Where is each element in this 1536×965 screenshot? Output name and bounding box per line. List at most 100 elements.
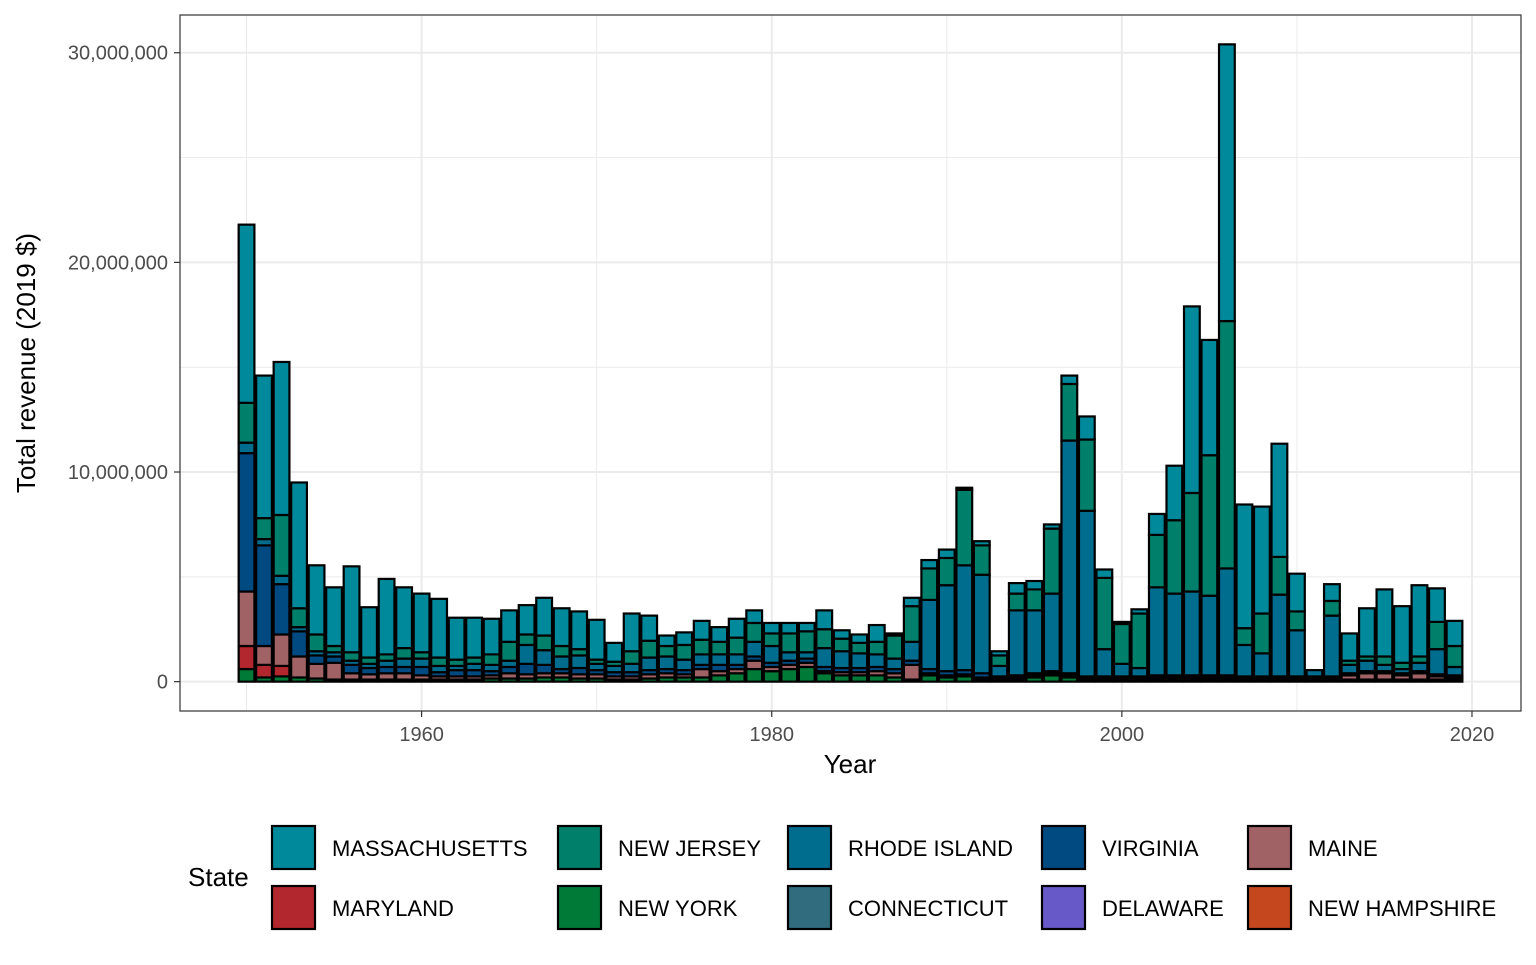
bar-new-jersey-1985	[850, 641, 869, 655]
bar-massachusetts-1982	[797, 621, 816, 633]
bar-massachusetts-1968	[552, 607, 571, 648]
legend-key-maine	[1246, 824, 1293, 871]
x-tick-label: 1980	[749, 724, 794, 746]
bar-massachusetts-2012	[1322, 583, 1341, 603]
bar-massachusetts-1969	[570, 610, 589, 651]
bar-new-jersey-2005	[1200, 454, 1219, 597]
bar-rhode-island-1952	[272, 574, 291, 586]
bar-new-jersey-1967	[535, 634, 554, 652]
bar-massachusetts-1979	[745, 609, 764, 625]
y-axis-title: Total revenue (2019 $)	[11, 233, 41, 493]
legend-label: NEW HAMPSHIRE	[1308, 896, 1496, 921]
bar-massachusetts-1972	[622, 612, 641, 653]
bar-new-jersey-2007	[1235, 627, 1254, 647]
bar-rhode-island-2012	[1322, 614, 1341, 678]
bar-rhode-island-2013	[1340, 663, 1359, 675]
bar-new-jersey-1965	[500, 640, 519, 662]
bar-rhode-island-1966	[517, 643, 536, 665]
bar-massachusetts-1999	[1095, 568, 1114, 579]
bar-new-york-1979	[745, 667, 764, 683]
bar-massachusetts-1984	[832, 629, 851, 640]
legend-key-virginia	[1040, 824, 1087, 871]
x-tick-label: 2020	[1450, 724, 1495, 746]
bar-new-jersey-2000	[1112, 622, 1131, 665]
bar-new-jersey-1999	[1095, 576, 1114, 651]
bar-new-jersey-1952	[272, 513, 291, 577]
bar-rhode-island-1988	[902, 640, 921, 662]
bar-massachusetts-1960	[412, 592, 431, 654]
bar-massachusetts-2016	[1392, 605, 1411, 664]
bar-massachusetts-1952	[272, 360, 291, 517]
bar-rhode-island-2003	[1165, 592, 1184, 677]
bar-massachusetts-1998	[1077, 415, 1096, 441]
bar-rhode-island-2018	[1427, 648, 1446, 676]
bar-maine-1979	[745, 659, 764, 671]
bar-massachusetts-1971	[605, 641, 624, 663]
bar-new-jersey-1982	[797, 630, 816, 654]
bar-rhode-island-1995	[1025, 609, 1044, 675]
bar-new-jersey-1998	[1077, 438, 1096, 512]
bar-rhode-island-1975	[675, 658, 694, 672]
bar-maine-1953	[290, 655, 309, 679]
bar-new-jersey-1974	[657, 644, 676, 658]
bar-massachusetts-2018	[1427, 587, 1446, 624]
bar-rhode-island-1973	[640, 656, 659, 672]
bar-rhode-island-1998	[1077, 509, 1096, 678]
bar-massachusetts-2010	[1287, 572, 1306, 613]
legend-label: MARYLAND	[332, 896, 454, 921]
bar-massachusetts-1954	[307, 564, 326, 636]
bar-massachusetts-1983	[815, 609, 834, 631]
bar-new-jersey-1978	[727, 636, 746, 656]
bar-new-york-1981	[780, 667, 799, 683]
bar-massachusetts-2000	[1112, 620, 1131, 626]
bar-rhode-island-1985	[850, 652, 869, 670]
bar-virginia-1953	[290, 630, 309, 658]
bar-massachusetts-1981	[780, 621, 799, 635]
bar-new-jersey-2008	[1252, 612, 1271, 655]
bar-rhode-island-1987	[885, 657, 904, 671]
bar-new-jersey-2015	[1375, 655, 1394, 666]
bar-rhode-island-1986	[867, 653, 886, 669]
bar-massachusetts-1993	[990, 650, 1009, 657]
bar-massachusetts-1970	[587, 618, 606, 661]
bar-massachusetts-2004	[1182, 305, 1201, 495]
bar-maine-1952	[272, 633, 291, 668]
bar-new-jersey-1980	[762, 632, 781, 648]
bar-maine-1951	[255, 644, 274, 666]
bar-rhode-island-1978	[727, 653, 746, 666]
bar-new-jersey-1972	[622, 650, 641, 665]
bar-rhode-island-1974	[657, 655, 676, 671]
bar-virginia-1960	[412, 665, 431, 677]
bar-new-jersey-1953	[290, 607, 309, 629]
bar-massachusetts-1967	[535, 596, 554, 637]
bar-new-jersey-1973	[640, 639, 659, 659]
bar-new-jersey-2019	[1445, 644, 1464, 669]
bar-massachusetts-2003	[1165, 464, 1184, 522]
bar-rhode-island-1950	[237, 441, 256, 455]
bar-rhode-island-2008	[1252, 652, 1271, 678]
legend-key-new-hampshire	[1246, 884, 1293, 931]
legend-key-delaware	[1040, 884, 1087, 931]
bar-rhode-island-2010	[1287, 629, 1306, 678]
bar-massachusetts-2008	[1252, 505, 1271, 615]
bar-rhode-island-2005	[1200, 594, 1219, 677]
y-tick-label: 10,000,000	[68, 462, 168, 484]
bar-new-jersey-2009	[1270, 555, 1289, 596]
legend-key-new-york	[556, 884, 603, 931]
bar-maryland-1951	[255, 663, 274, 679]
bar-rhode-island-1977	[710, 653, 729, 666]
bar-massachusetts-1950	[237, 223, 256, 404]
legend-label: MAINE	[1308, 836, 1378, 861]
bar-rhode-island-1976	[692, 653, 711, 666]
bar-rhode-island-2006	[1217, 567, 1236, 677]
legend-label: CONNECTICUT	[848, 896, 1008, 921]
bar-new-york-1950	[237, 667, 256, 683]
bar-massachusetts-1987	[885, 632, 904, 637]
bar-new-jersey-1988	[902, 605, 921, 643]
bar-new-jersey-1966	[517, 633, 536, 647]
bar-new-york-1983	[815, 672, 834, 683]
bar-virginia-1952	[272, 583, 291, 636]
bar-massachusetts-1965	[500, 609, 519, 643]
bar-new-jersey-1984	[832, 637, 851, 653]
bar-maine-1954	[307, 662, 326, 680]
